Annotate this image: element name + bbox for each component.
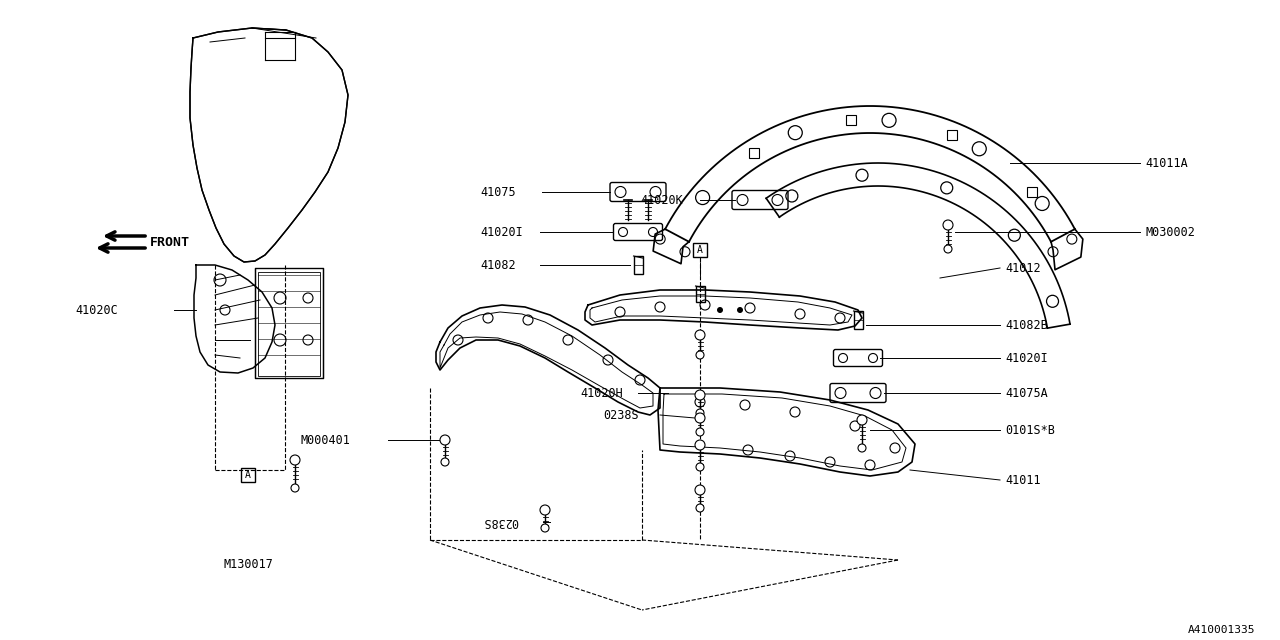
Circle shape bbox=[858, 444, 867, 452]
Circle shape bbox=[696, 351, 704, 359]
Text: 0238S: 0238S bbox=[603, 408, 639, 422]
Text: A410001335: A410001335 bbox=[1188, 625, 1254, 635]
Text: A: A bbox=[244, 470, 251, 480]
Circle shape bbox=[696, 428, 704, 436]
Bar bbox=[854, 311, 863, 329]
Circle shape bbox=[541, 524, 549, 532]
Bar bbox=[634, 256, 643, 274]
Text: 41020K: 41020K bbox=[640, 193, 682, 207]
Circle shape bbox=[858, 415, 867, 425]
Circle shape bbox=[717, 307, 723, 313]
Circle shape bbox=[540, 505, 550, 515]
Circle shape bbox=[696, 504, 704, 512]
Bar bbox=[255, 268, 323, 378]
Circle shape bbox=[291, 484, 300, 492]
Circle shape bbox=[695, 413, 705, 423]
Bar bbox=[692, 243, 707, 257]
Circle shape bbox=[696, 463, 704, 471]
Bar bbox=[1028, 187, 1037, 196]
Bar bbox=[947, 131, 957, 140]
Text: 41075A: 41075A bbox=[1005, 387, 1048, 399]
Text: FRONT: FRONT bbox=[150, 236, 189, 248]
Text: M130017: M130017 bbox=[223, 559, 273, 572]
Text: 41020I: 41020I bbox=[1005, 351, 1048, 365]
Bar bbox=[241, 468, 255, 482]
Text: M000401: M000401 bbox=[300, 433, 349, 447]
Circle shape bbox=[696, 409, 704, 417]
Circle shape bbox=[440, 435, 451, 445]
Circle shape bbox=[291, 455, 300, 465]
Text: 0238S: 0238S bbox=[483, 515, 518, 529]
Text: 41082: 41082 bbox=[480, 259, 516, 271]
Text: 41011: 41011 bbox=[1005, 474, 1041, 486]
Bar bbox=[695, 286, 704, 302]
Bar bbox=[259, 272, 320, 376]
Text: 41082B: 41082B bbox=[1005, 319, 1048, 332]
Text: 41020I: 41020I bbox=[480, 225, 522, 239]
Circle shape bbox=[945, 245, 952, 253]
Text: 0101S*B: 0101S*B bbox=[1005, 424, 1055, 436]
Circle shape bbox=[442, 458, 449, 466]
Text: A: A bbox=[698, 245, 703, 255]
Circle shape bbox=[695, 440, 705, 450]
Bar bbox=[749, 148, 759, 157]
Text: 41020C: 41020C bbox=[76, 303, 118, 317]
Bar bbox=[846, 115, 856, 125]
Circle shape bbox=[737, 307, 742, 313]
Text: 41012: 41012 bbox=[1005, 262, 1041, 275]
Text: 41075: 41075 bbox=[480, 186, 516, 198]
Text: 41020H: 41020H bbox=[580, 387, 623, 399]
Circle shape bbox=[695, 485, 705, 495]
Circle shape bbox=[695, 390, 705, 400]
Text: 41011A: 41011A bbox=[1146, 157, 1188, 170]
Circle shape bbox=[695, 330, 705, 340]
Circle shape bbox=[943, 220, 954, 230]
Text: M030002: M030002 bbox=[1146, 225, 1194, 239]
